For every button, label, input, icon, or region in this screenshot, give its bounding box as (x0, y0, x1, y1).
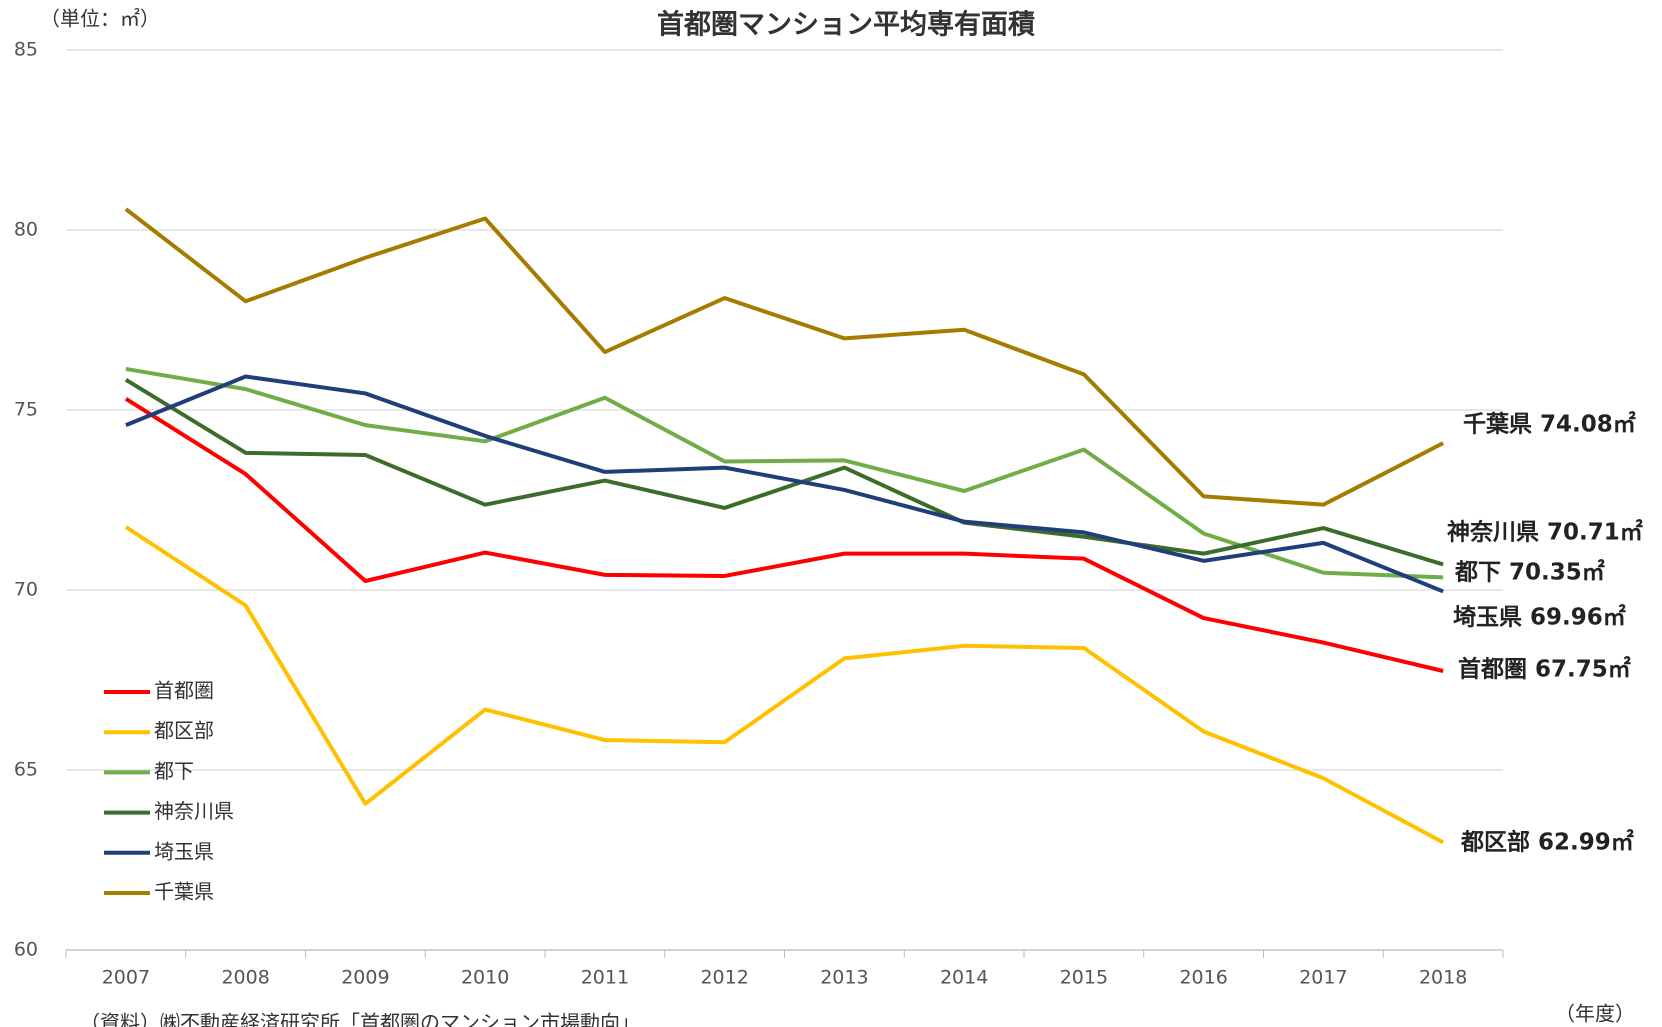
legend-label: 首都圏 (154, 679, 214, 703)
x-tick-label: 2016 (1179, 967, 1227, 989)
x-axis-label: （年度） (1555, 1002, 1635, 1026)
legend-label: 埼玉県 (154, 839, 214, 863)
legend-label: 神奈川県 (154, 799, 234, 823)
y-tick-label: 75 (14, 399, 38, 421)
x-tick-label: 2018 (1419, 967, 1467, 989)
legend-label: 都下 (154, 759, 194, 783)
data-label: 千葉県 74.08㎡ (1463, 411, 1636, 438)
x-tick-label: 2008 (221, 967, 269, 989)
series-line (124, 525, 1445, 845)
y-tick-label: 70 (14, 579, 38, 601)
x-tick-label: 2007 (102, 967, 150, 989)
source: （資料）㈱不動産経済研究所「首都圏のマンション市場動向」 (80, 1011, 640, 1027)
data-label: 神奈川県 70.71㎡ (1447, 519, 1643, 546)
series-line (124, 207, 1445, 507)
data-label: 首都圏 67.75㎡ (1458, 656, 1631, 683)
legend-label: 千葉県 (154, 880, 214, 904)
series-line (124, 378, 1444, 567)
x-tick-label: 2017 (1299, 967, 1347, 989)
series-line (125, 366, 1444, 580)
series-line (125, 374, 1444, 594)
x-tick-label: 2010 (461, 967, 509, 989)
y-tick-label: 60 (14, 939, 38, 961)
data-label: 埼玉県 69.96㎡ (1453, 604, 1626, 631)
x-tick-label: 2012 (700, 967, 748, 989)
y-tick-label: 65 (14, 759, 38, 781)
series-line (124, 397, 1444, 673)
x-tick-label: 2009 (341, 967, 389, 989)
chart-title: 首都圏マンション平均専有面積 (657, 9, 1035, 41)
data-label: 都下 70.35㎡ (1454, 559, 1605, 586)
y-tick-label: 85 (14, 39, 38, 61)
data-label: 都区部 62.99㎡ (1460, 829, 1634, 856)
legend-label: 都区部 (154, 719, 214, 743)
x-tick-label: 2011 (581, 967, 629, 989)
x-tick-label: 2014 (940, 967, 988, 989)
y-tick-label: 80 (14, 219, 38, 241)
x-tick-label: 2013 (820, 967, 868, 989)
x-tick-label: 2015 (1060, 967, 1108, 989)
unit-label: （単位：㎡） (40, 7, 160, 31)
